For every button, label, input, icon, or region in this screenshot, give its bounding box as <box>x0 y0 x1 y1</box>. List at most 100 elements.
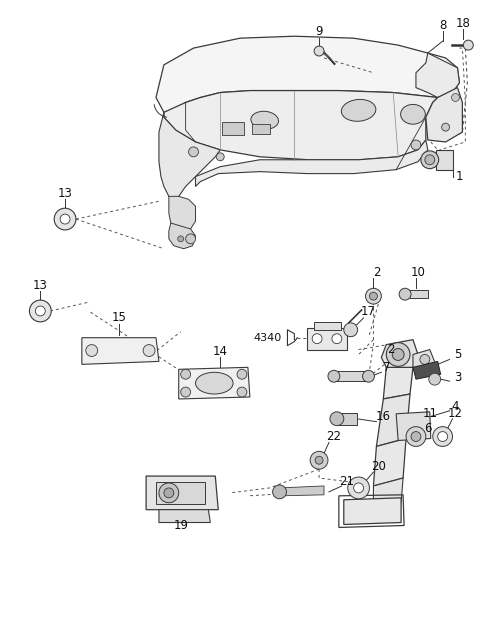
Circle shape <box>433 427 453 446</box>
Polygon shape <box>164 91 438 160</box>
Text: 12: 12 <box>448 407 463 420</box>
Circle shape <box>411 432 421 442</box>
Text: 7: 7 <box>383 361 390 374</box>
Circle shape <box>86 345 97 356</box>
Bar <box>252 124 270 134</box>
Polygon shape <box>314 322 341 330</box>
Circle shape <box>273 485 287 499</box>
Text: 1: 1 <box>456 170 463 183</box>
Circle shape <box>310 451 328 469</box>
Polygon shape <box>426 88 462 142</box>
Text: 11: 11 <box>422 407 437 420</box>
Circle shape <box>425 155 435 165</box>
Circle shape <box>330 412 344 425</box>
Circle shape <box>421 151 439 169</box>
Text: 14: 14 <box>213 345 228 358</box>
Circle shape <box>164 488 174 498</box>
Polygon shape <box>373 478 403 505</box>
Ellipse shape <box>401 104 425 124</box>
Polygon shape <box>344 498 401 525</box>
Circle shape <box>60 214 70 224</box>
Polygon shape <box>396 412 431 440</box>
Text: 8: 8 <box>439 19 446 32</box>
Polygon shape <box>156 36 459 112</box>
Circle shape <box>143 345 155 356</box>
Text: 21: 21 <box>339 474 354 487</box>
Text: 15: 15 <box>112 311 127 324</box>
Polygon shape <box>334 371 369 381</box>
Circle shape <box>420 355 430 365</box>
Polygon shape <box>413 350 436 371</box>
Circle shape <box>312 333 322 343</box>
Polygon shape <box>179 368 250 399</box>
Text: 4: 4 <box>452 401 459 414</box>
Circle shape <box>411 140 421 150</box>
Circle shape <box>406 427 426 446</box>
Text: 17: 17 <box>361 306 376 319</box>
Text: 2: 2 <box>372 266 380 279</box>
Text: 13: 13 <box>58 187 72 200</box>
Circle shape <box>328 370 340 382</box>
Text: 2: 2 <box>387 343 395 356</box>
Text: 13: 13 <box>33 279 48 292</box>
Circle shape <box>386 343 410 366</box>
Polygon shape <box>373 438 406 486</box>
Polygon shape <box>159 112 220 201</box>
Polygon shape <box>436 150 453 170</box>
Polygon shape <box>406 290 428 298</box>
Polygon shape <box>279 486 324 496</box>
Circle shape <box>314 46 324 56</box>
Circle shape <box>180 369 191 379</box>
Circle shape <box>315 456 323 465</box>
Text: 4340: 4340 <box>253 333 282 343</box>
Polygon shape <box>195 140 428 186</box>
Ellipse shape <box>251 111 278 129</box>
Circle shape <box>463 40 473 50</box>
Circle shape <box>159 483 179 503</box>
Polygon shape <box>169 196 195 231</box>
Circle shape <box>354 483 363 493</box>
Circle shape <box>54 208 76 230</box>
Circle shape <box>442 123 450 131</box>
Circle shape <box>362 370 374 382</box>
Circle shape <box>366 288 381 304</box>
Text: 10: 10 <box>410 266 425 279</box>
Circle shape <box>438 432 447 442</box>
Polygon shape <box>376 394 410 446</box>
Circle shape <box>180 387 191 397</box>
Polygon shape <box>416 53 459 97</box>
Circle shape <box>237 369 247 379</box>
Circle shape <box>344 323 358 337</box>
Circle shape <box>399 288 411 300</box>
Circle shape <box>370 292 377 300</box>
Text: 9: 9 <box>315 25 323 38</box>
Text: 16: 16 <box>376 410 391 424</box>
Polygon shape <box>307 328 347 350</box>
Text: 20: 20 <box>371 460 386 473</box>
Circle shape <box>216 153 224 161</box>
Circle shape <box>429 373 441 385</box>
Polygon shape <box>337 413 357 425</box>
Circle shape <box>332 333 342 343</box>
Circle shape <box>186 234 195 244</box>
Text: 19: 19 <box>173 519 188 532</box>
Circle shape <box>452 94 459 101</box>
Ellipse shape <box>195 372 233 394</box>
Polygon shape <box>169 223 195 249</box>
Circle shape <box>237 387 247 397</box>
Polygon shape <box>413 361 441 379</box>
Circle shape <box>189 147 199 156</box>
Text: 18: 18 <box>456 17 471 30</box>
Polygon shape <box>82 338 159 365</box>
Text: 5: 5 <box>454 348 461 361</box>
Polygon shape <box>146 476 218 510</box>
Bar <box>222 122 244 135</box>
Text: 6: 6 <box>424 422 432 435</box>
Polygon shape <box>381 340 418 368</box>
Circle shape <box>29 300 51 322</box>
Circle shape <box>36 306 45 316</box>
Polygon shape <box>159 510 210 522</box>
Circle shape <box>392 348 404 360</box>
Polygon shape <box>156 482 205 504</box>
Ellipse shape <box>341 99 376 121</box>
